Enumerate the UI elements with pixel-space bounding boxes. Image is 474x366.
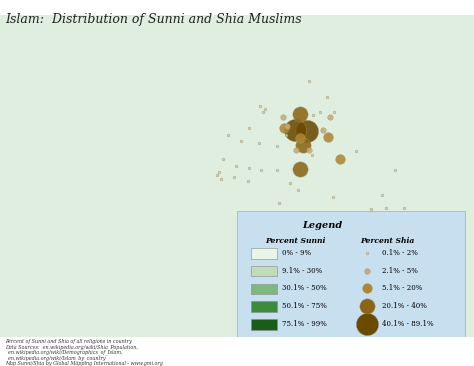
Text: 50.1% - 75%: 50.1% - 75% bbox=[282, 302, 327, 310]
Bar bbox=[251, 266, 277, 276]
Text: 0.1% - 2%: 0.1% - 2% bbox=[382, 249, 418, 257]
Text: 2.1% - 5%: 2.1% - 5% bbox=[382, 267, 418, 275]
Text: Percent Shia: Percent Shia bbox=[360, 237, 415, 245]
Text: Map Sunni/Shia by Global Mapping International - www.gmi.org: Map Sunni/Shia by Global Mapping Interna… bbox=[5, 361, 163, 366]
Bar bbox=[251, 301, 277, 312]
Text: Islam:  Distribution of Sunni and Shia Muslims: Islam: Distribution of Sunni and Shia Mu… bbox=[5, 13, 301, 26]
Bar bbox=[251, 248, 277, 259]
Text: 20.1% - 40%: 20.1% - 40% bbox=[382, 302, 427, 310]
Text: 75.1% - 99%: 75.1% - 99% bbox=[282, 320, 327, 328]
Text: 30.1% - 50%: 30.1% - 50% bbox=[282, 284, 327, 292]
Text: 5.1% - 20%: 5.1% - 20% bbox=[382, 284, 422, 292]
Text: Percent of Sunni and Shia of all religions in country: Percent of Sunni and Shia of all religio… bbox=[5, 339, 132, 344]
Bar bbox=[251, 319, 277, 330]
Bar bbox=[251, 284, 277, 294]
Text: Data Sources:  en.wikipedia.org/wiki/Shia_Population,: Data Sources: en.wikipedia.org/wiki/Shia… bbox=[5, 344, 137, 350]
Text: en.wikipedia.org/wiki/Islam_by_country: en.wikipedia.org/wiki/Islam_by_country bbox=[5, 355, 105, 361]
Text: 0% - 9%: 0% - 9% bbox=[282, 249, 311, 257]
Text: 9.1% - 30%: 9.1% - 30% bbox=[282, 267, 322, 275]
Text: 40.1% - 89.1%: 40.1% - 89.1% bbox=[382, 320, 433, 328]
Text: Legend: Legend bbox=[303, 221, 343, 230]
FancyBboxPatch shape bbox=[237, 211, 465, 337]
Text: en.wikipedia.org/wiki/Demographics_of_Islam,: en.wikipedia.org/wiki/Demographics_of_Is… bbox=[5, 350, 122, 355]
Text: Percent Sunni: Percent Sunni bbox=[265, 237, 326, 245]
